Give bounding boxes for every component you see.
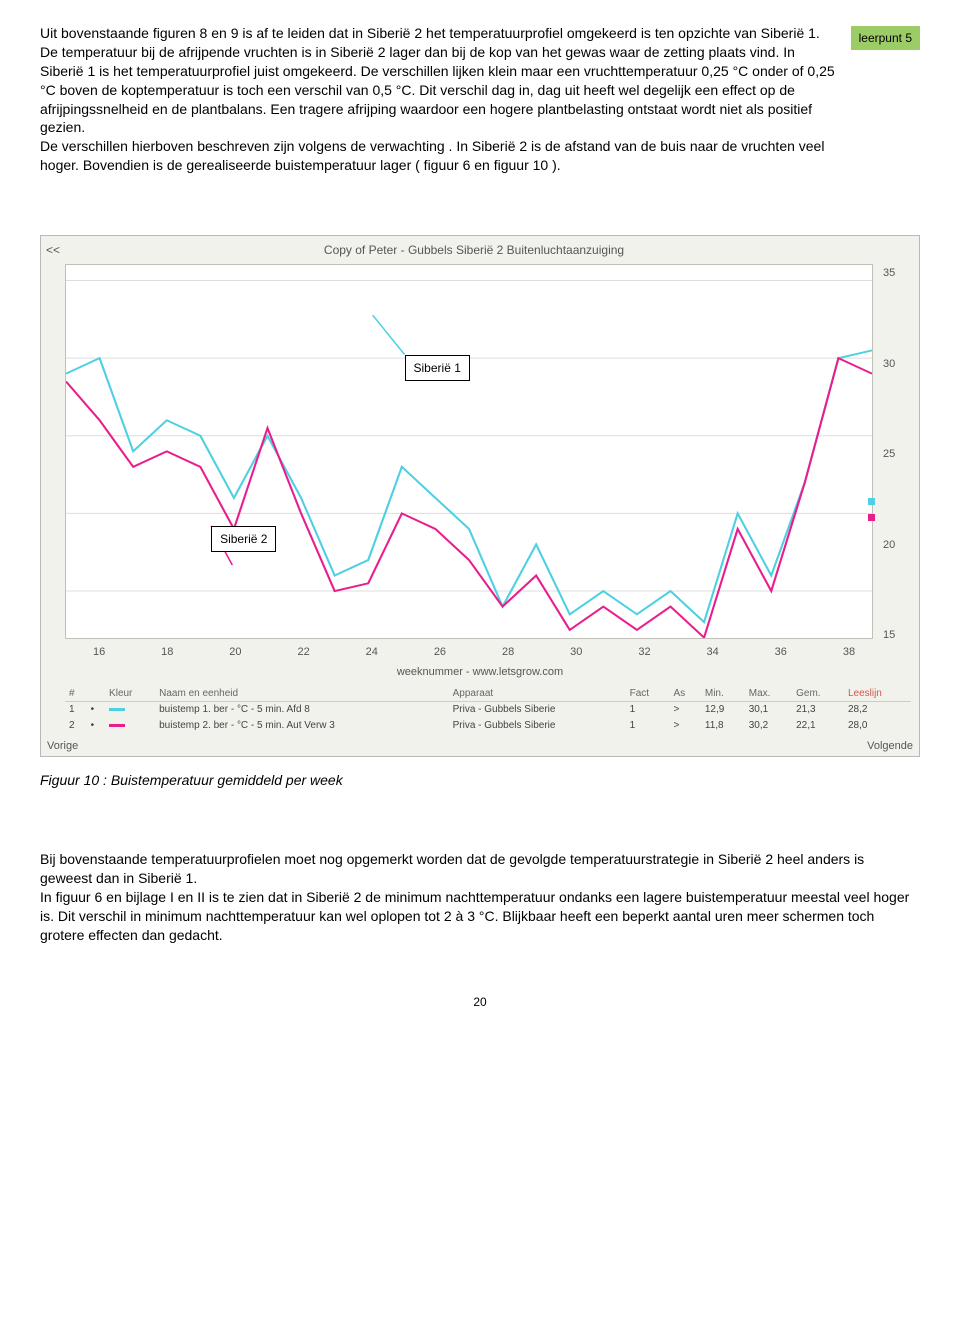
series-label: Siberië 1: [405, 355, 470, 381]
x-tick: 24: [338, 645, 406, 663]
x-axis-label: weeknummer - www.letsgrow.com: [41, 663, 919, 686]
y-tick: 35: [883, 266, 895, 281]
x-tick: 16: [65, 645, 133, 663]
x-tick: 32: [610, 645, 678, 663]
series-label: Siberië 2: [211, 526, 276, 552]
y-tick: 25: [883, 447, 895, 462]
paragraph-1b: De verschillen hierboven beschreven zijn…: [40, 138, 824, 173]
next-link[interactable]: Volgende: [867, 739, 913, 754]
x-tick: 20: [201, 645, 269, 663]
legend-row: 1•buistemp 1. ber - °C - 5 min. Afd 8Pri…: [65, 702, 911, 718]
y-tick: 15: [883, 628, 895, 643]
legend-table: #KleurNaam en eenheidApparaatFactAsMin.M…: [65, 686, 911, 734]
leerpunt-badge: leerpunt 5: [851, 26, 920, 50]
series-end-marker: [868, 498, 875, 505]
series-line: [66, 351, 872, 623]
legend-row: 2•buistemp 2. ber - °C - 5 min. Aut Verw…: [65, 718, 911, 734]
x-tick: 36: [747, 645, 815, 663]
figure-caption: Figuur 10 : Buistemperatuur gemiddeld pe…: [40, 771, 920, 790]
page-number: 20: [40, 994, 920, 1010]
series-end-marker: [868, 514, 875, 521]
paragraph-2: Bij bovenstaande temperatuurprofielen mo…: [40, 850, 920, 888]
y-tick: 20: [883, 538, 895, 553]
y-tick: 30: [883, 357, 895, 372]
chart-title: Copy of Peter - Gubbels Siberië 2 Buiten…: [65, 236, 883, 264]
x-tick: 38: [815, 645, 883, 663]
chart-container: << Copy of Peter - Gubbels Siberië 2 Bui…: [40, 235, 920, 790]
legend-swatch: [109, 724, 125, 727]
x-tick: 18: [133, 645, 201, 663]
prev-link[interactable]: Vorige: [47, 739, 78, 754]
x-tick: 30: [542, 645, 610, 663]
x-tick: 34: [679, 645, 747, 663]
paragraph-1: Uit bovenstaande figuren 8 en 9 is af te…: [40, 25, 835, 135]
back-nav[interactable]: <<: [41, 236, 65, 264]
paragraph-3: In figuur 6 en bijlage I en II is te zie…: [40, 888, 920, 945]
legend-swatch: [109, 708, 125, 711]
series-line: [66, 358, 872, 637]
x-tick: 26: [406, 645, 474, 663]
x-tick: 28: [474, 645, 542, 663]
x-tick: 22: [270, 645, 338, 663]
